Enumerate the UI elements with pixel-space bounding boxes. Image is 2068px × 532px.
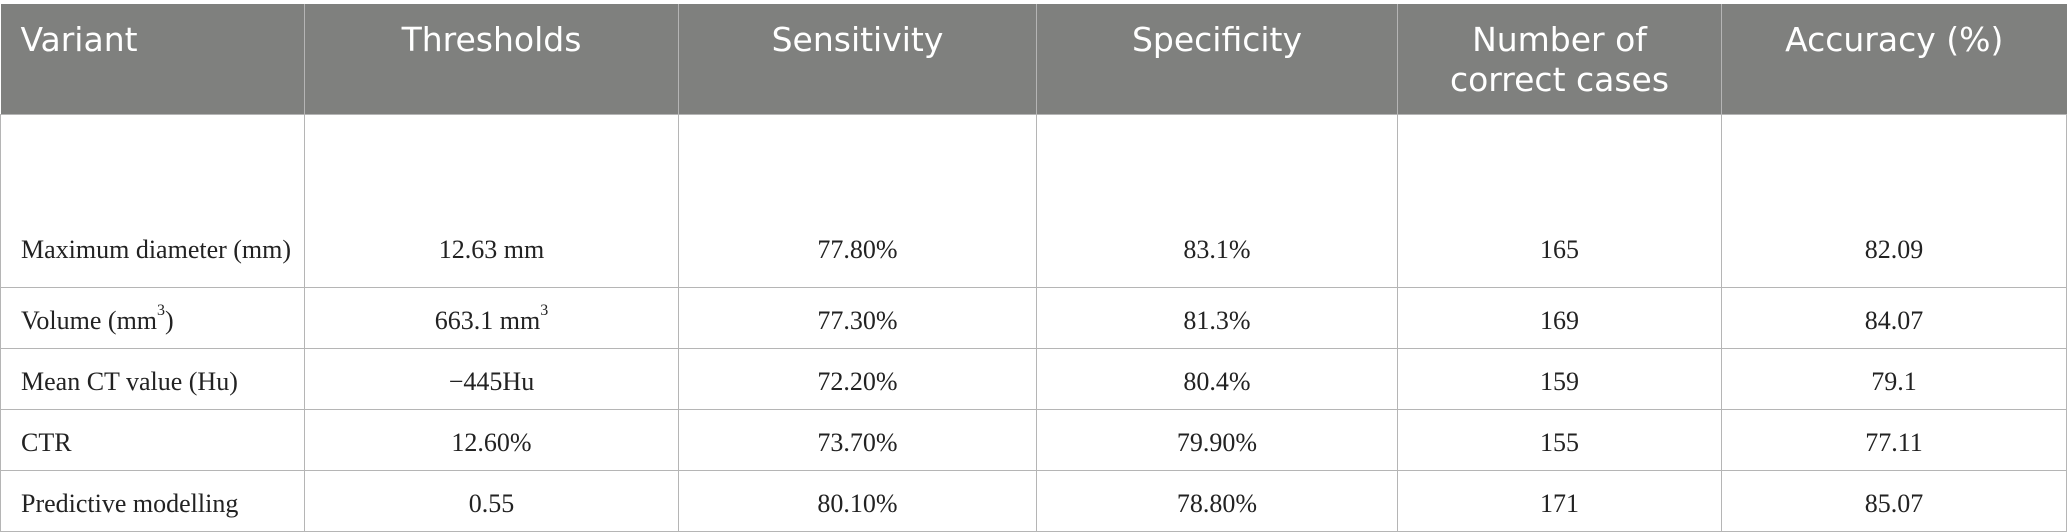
header-sensitivity: Sensitivity — [678, 4, 1037, 114]
header-correct-cases: Number of correct cases — [1397, 4, 1722, 114]
superscript: 3 — [540, 301, 549, 319]
cell-accuracy: 84.07 — [1721, 286, 2067, 349]
cell-variant: Maximum diameter (mm) — [0, 113, 305, 288]
table-row: Maximum diameter (mm) 12.63 mm 77.80% 83… — [0, 113, 2067, 288]
cell-threshold: 12.63 mm — [304, 113, 679, 288]
threshold-text: 663.1 mm — [434, 305, 541, 335]
cell-sensitivity: 77.30% — [678, 286, 1037, 349]
table-body: Maximum diameter (mm) 12.63 mm 77.80% 83… — [0, 113, 2067, 532]
table-row: Mean CT value (Hu) −445Hu 72.20% 80.4% 1… — [0, 347, 2067, 410]
variant-text: Maximum diameter (mm) — [21, 234, 292, 264]
cell-correct-cases: 155 — [1397, 408, 1722, 471]
cell-correct-cases: 159 — [1397, 347, 1722, 410]
header-accuracy: Accuracy (%) — [1721, 4, 2067, 114]
header-row: Variant Thresholds Sensitivity Specifici… — [0, 4, 2067, 114]
cell-specificity: 83.1% — [1036, 113, 1398, 288]
header-thresholds: Thresholds — [304, 4, 679, 114]
cell-accuracy: 79.1 — [1721, 347, 2067, 410]
cell-variant: Mean CT value (Hu) — [0, 347, 305, 410]
cell-sensitivity: 77.80% — [678, 113, 1037, 288]
table-row: Predictive modelling 0.55 80.10% 78.80% … — [0, 469, 2067, 532]
cell-threshold: 0.55 — [304, 469, 679, 532]
cell-specificity: 81.3% — [1036, 286, 1398, 349]
cell-accuracy: 82.09 — [1721, 113, 2067, 288]
cell-threshold: 663.1 mm3 — [304, 286, 679, 349]
variant-suffix: ) — [165, 305, 174, 335]
cell-variant: CTR — [0, 408, 305, 471]
cell-accuracy: 77.11 — [1721, 408, 2067, 471]
cell-specificity: 80.4% — [1036, 347, 1398, 410]
results-table: Variant Thresholds Sensitivity Specifici… — [0, 4, 2067, 532]
cell-specificity: 79.90% — [1036, 408, 1398, 471]
cell-variant: Volume (mm3) — [0, 286, 305, 349]
variant-text: Volume (mm — [21, 305, 158, 335]
cell-sensitivity: 73.70% — [678, 408, 1037, 471]
cell-variant: Predictive modelling — [0, 469, 305, 532]
table-row: CTR 12.60% 73.70% 79.90% 155 77.11 — [0, 408, 2067, 471]
table-row: Volume (mm3) 663.1 mm3 77.30% 81.3% 169 … — [0, 286, 2067, 349]
cell-correct-cases: 169 — [1397, 286, 1722, 349]
header-variant: Variant — [0, 4, 305, 114]
cell-threshold: −445Hu — [304, 347, 679, 410]
cell-sensitivity: 80.10% — [678, 469, 1037, 532]
header-specificity: Specificity — [1036, 4, 1398, 114]
table-header: Variant Thresholds Sensitivity Specifici… — [0, 4, 2067, 114]
cell-specificity: 78.80% — [1036, 469, 1398, 532]
cell-correct-cases: 171 — [1397, 469, 1722, 532]
cell-sensitivity: 72.20% — [678, 347, 1037, 410]
cell-accuracy: 85.07 — [1721, 469, 2067, 532]
cell-correct-cases: 165 — [1397, 113, 1722, 288]
cell-threshold: 12.60% — [304, 408, 679, 471]
superscript: 3 — [157, 301, 166, 319]
